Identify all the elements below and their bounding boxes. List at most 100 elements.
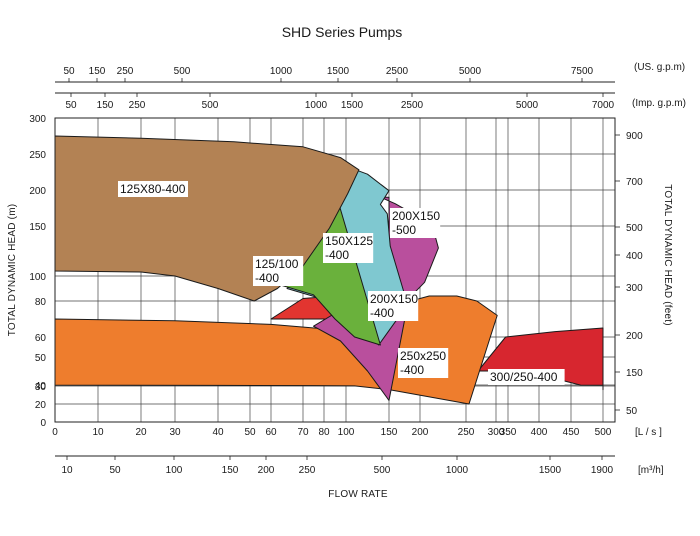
head-ft-tick-label: 400 [626, 251, 643, 262]
m3h-tick-label: 500 [374, 465, 391, 476]
usgpm-tick-label: 7500 [571, 66, 594, 77]
m3h-tick-label: 50 [109, 465, 121, 476]
head-m-tick-label: 30 [35, 382, 47, 393]
head-m-tick-label: 250 [29, 150, 46, 161]
ls-tick-label: 350 [500, 427, 517, 438]
series-label-bg [253, 256, 304, 286]
m3h-tick-label: 1500 [539, 465, 562, 476]
ls-tick-label: 50 [244, 427, 256, 438]
ls-tick-label: 200 [412, 427, 429, 438]
head-ft-tick-label: 50 [626, 406, 638, 417]
impgpm-tick-label: 2500 [401, 100, 424, 111]
impgpm-tick-label: 7000 [592, 100, 615, 111]
m3h-tick-label: 250 [299, 465, 316, 476]
series-label: -400 [325, 248, 349, 262]
impgpm-tick-label: 250 [129, 100, 146, 111]
ls-tick-label: 0 [52, 427, 58, 438]
ls-tick-label: 400 [531, 427, 548, 438]
head-ft-tick-label: 500 [626, 223, 643, 234]
usgpm-tick-label: 1000 [270, 66, 293, 77]
usgpm-unit-label: (US. g.p.m) [634, 62, 685, 73]
series-label: 200X150 [392, 209, 440, 223]
series-label: -400 [255, 271, 279, 285]
series-label: -400 [370, 306, 394, 320]
ls-tick-label: 70 [297, 427, 309, 438]
head-ft-tick-label: 900 [626, 131, 643, 142]
series-label-bg [323, 233, 374, 263]
head-m-tick-label: 60 [35, 333, 47, 344]
series-label: 250x250 [400, 349, 446, 363]
impgpm-tick-label: 1500 [341, 100, 364, 111]
head-m-tick-label: 100 [29, 272, 46, 283]
usgpm-tick-label: 1500 [327, 66, 350, 77]
usgpm-tick-label: 5000 [459, 66, 482, 77]
m3h-tick-label: 200 [258, 465, 275, 476]
series-label-bg [368, 291, 419, 321]
head-m-tick-label: 0 [40, 418, 46, 429]
series-labels: 300/250-400250x250-400200X150-400200X150… [118, 181, 565, 385]
y-axis-title-right: TOTAL DYNAMIC HEAD (feet) [662, 184, 673, 326]
series-label-bg [390, 208, 441, 238]
head-ft-tick-label: 150 [626, 368, 643, 379]
usgpm-tick-label: 250 [117, 66, 134, 77]
x-axis-title: FLOW RATE [328, 489, 388, 500]
ls-tick-label: 300 [488, 427, 505, 438]
usgpm-tick-label: 50 [63, 66, 75, 77]
impgpm-tick-label: 1000 [305, 100, 328, 111]
series-areas [54, 135, 604, 405]
m3h-tick-label: 100 [166, 465, 183, 476]
usgpm-tick-label: 2500 [386, 66, 409, 77]
ls-tick-label: 150 [381, 427, 398, 438]
plot-frame [54, 78, 620, 460]
ls-tick-label: 10 [92, 427, 104, 438]
ls-unit-label: [L / s ] [635, 427, 662, 438]
m3h-tick-label: 10 [61, 465, 73, 476]
impgpm-tick-label: 150 [97, 100, 114, 111]
head-ft-tick-label: 200 [626, 331, 643, 342]
impgpm-tick-label: 500 [202, 100, 219, 111]
chart-title: SHD Series Pumps [282, 24, 403, 40]
m3h-tick-label: 1900 [591, 465, 614, 476]
impgpm-tick-label: 50 [65, 100, 77, 111]
impgpm-tick-label: 5000 [516, 100, 539, 111]
series-label: 125/100 [255, 257, 299, 271]
ls-tick-label: 40 [212, 427, 224, 438]
head-ft-tick-label: 700 [626, 177, 643, 188]
plot-border [54, 117, 616, 423]
head-m-tick-label: 80 [35, 297, 47, 308]
head-m-tick-label: 300 [29, 114, 46, 125]
head-m-tick-label: 40 [35, 381, 47, 392]
usgpm-tick-label: 500 [174, 66, 191, 77]
ls-tick-label: 30 [169, 427, 181, 438]
m3h-tick-label: 150 [222, 465, 239, 476]
m3h-unit-label: [m³/h] [638, 465, 664, 476]
series-label-bg [488, 369, 565, 385]
ls-tick-label: 100 [338, 427, 355, 438]
series-label: 125X80-400 [120, 182, 186, 196]
y-axis-title-left: TOTAL DYNAMIC HEAD (m) [7, 204, 18, 337]
head-m-tick-label: 50 [35, 353, 47, 364]
ls-tick-label: 60 [265, 427, 277, 438]
ls-tick-label: 450 [563, 427, 580, 438]
head-m-tick-label: 20 [35, 400, 47, 411]
series-label: 150X125 [325, 234, 373, 248]
series-label: -500 [392, 223, 416, 237]
m3h-tick-label: 1000 [446, 465, 469, 476]
head-ft-tick-label: 300 [626, 283, 643, 294]
usgpm-tick-label: 150 [89, 66, 106, 77]
impgpm-unit-label: (Imp. g.p.m) [632, 98, 686, 109]
ls-tick-label: 250 [458, 427, 475, 438]
series-label-bg [398, 348, 449, 378]
series-label: 300/250-400 [490, 370, 558, 384]
head-m-tick-label: 150 [29, 222, 46, 233]
series-label: -400 [400, 363, 424, 377]
ls-tick-label: 20 [135, 427, 147, 438]
head-m-tick-label: 200 [29, 186, 46, 197]
ls-tick-label: 80 [318, 427, 330, 438]
series-label-bg [118, 181, 188, 197]
ls-tick-label: 500 [595, 427, 612, 438]
series-label: 200X150 [370, 292, 418, 306]
